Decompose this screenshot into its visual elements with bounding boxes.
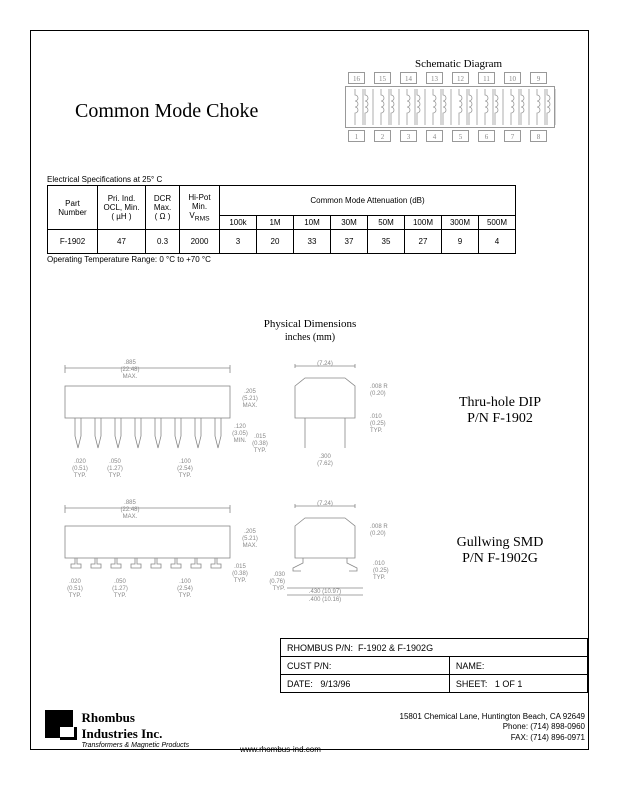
cell-v3: 37 [331,230,368,254]
dim-w: .885(22.48)MAX. [120,360,139,380]
hdr-hipot: Hi-Pot Min. VRMS [180,186,220,230]
dim-p5: .015(0.38)TYP. [252,434,268,454]
hdr-pri: Pri. Ind. OCL, Min. ( µH ) [98,186,146,230]
tb-sheet: SHEET: 1 OF 1 [449,675,587,693]
dim-r: .008 R(0.20) [370,384,388,397]
tb-cust: CUST P/N: [281,657,450,675]
cell-hipot: 2000 [180,230,220,254]
pin-1: 1 [348,130,365,142]
pin-2: 2 [374,130,391,142]
pin-3: 3 [400,130,417,142]
company-name: RhombusIndustries Inc. [82,710,190,742]
hdr-part: Part Number [48,186,98,230]
cell-v6: 9 [442,230,479,254]
pin-13: 13 [426,72,443,84]
cell-pri: 47 [98,230,146,254]
pin-11: 11 [478,72,495,84]
dim-p6: .300(7.62) [317,454,333,467]
tb-name: NAME: [449,657,587,675]
tb-pn: RHOMBUS P/N: F-1902 & F-1902G [281,639,588,657]
gdim-p6: .030(0.76)TYP. [269,572,285,592]
pin-14: 14 [400,72,417,84]
pin-6: 6 [478,130,495,142]
company-address: 15801 Chemical Lane, Huntington Beach, C… [400,712,585,743]
hdr-100m: 100M [405,216,442,230]
cell-v2: 33 [294,230,331,254]
pin-16: 16 [348,72,365,84]
gdim-p7: .010(0.25)TYP. [373,561,389,581]
dim-p2: .050(1.27)TYP. [107,459,123,479]
gdim-p5: .015(0.38)TYP. [232,564,248,584]
logo-area: RhombusIndustries Inc. Transformers & Ma… [45,710,245,749]
gdim-w: .885(22.48)MAX. [120,500,139,520]
tb-date: DATE: 9/13/96 [281,675,450,693]
pin-4: 4 [426,130,443,142]
temp-range: Operating Temperature Range: 0 °C to +70… [47,255,211,264]
gdim-p3: .100(2.54)TYP. [177,579,193,599]
gull-drawing: .885(22.48)MAX. .285(7.24) .205(5.21)MAX… [55,498,375,618]
company-url: www.rhombus-ind.com [240,745,321,754]
pin-15: 15 [374,72,391,84]
pin-7: 7 [504,130,521,142]
cell-v0: 3 [220,230,257,254]
gdim-p8: .430 (10.97).400 (10.16) [309,589,341,603]
titleblock: RHOMBUS P/N: F-1902 & F-1902G CUST P/N: … [280,638,588,693]
cell-v5: 27 [405,230,442,254]
schematic-diagram: 16 15 14 13 12 11 10 9 1 2 3 4 5 6 7 8 [340,72,560,142]
dip-label: Thru-hole DIP P/N F-1902 [430,395,570,427]
phys-dim-sub: inches (mm) [250,332,370,343]
pin-8: 8 [530,130,547,142]
hdr-500m: 500M [479,216,516,230]
schematic-body [345,86,555,128]
hdr-100k: 100k [220,216,257,230]
hdr-1m: 1M [257,216,294,230]
hdr-30m: 30M [331,216,368,230]
dim-w2: .285(7.24) [317,358,333,367]
hdr-10m: 10M [294,216,331,230]
company-tag: Transformers & Magnetic Products [82,742,190,749]
cell-v1: 20 [257,230,294,254]
cell-dcr: 0.3 [146,230,180,254]
hdr-300m: 300M [442,216,479,230]
pin-5: 5 [452,130,469,142]
gdim-h: .205(5.21)MAX. [242,529,258,549]
pin-12: 12 [452,72,469,84]
cell-v4: 35 [368,230,405,254]
phys-dim-title: Physical Dimensions [250,318,370,330]
hdr-50m: 50M [368,216,405,230]
gdim-p1: .020(0.51)TYP. [67,579,83,599]
hdr-dcr: DCR Max. ( Ω ) [146,186,180,230]
gdim-w2: .285(7.24) [317,498,333,507]
page-title: Common Mode Choke [75,100,258,123]
pin-9: 9 [530,72,547,84]
schematic-label: Schematic Diagram [415,58,502,70]
hdr-atten: Common Mode Attenuation (dB) [220,186,516,216]
dip-drawing: .885(22.48)MAX. .285(7.24) .205(5.21)MAX… [55,358,375,478]
cell-part: F-1902 [48,230,98,254]
gdim-p2: .050(1.27)TYP. [112,579,128,599]
dim-h: .205(5.21)MAX. [242,389,258,409]
dim-p4: .120(3.05)MIN. [232,424,248,444]
logo-icon [45,710,73,738]
pin-10: 10 [504,72,521,84]
gull-label: Gullwing SMD P/N F-1902G [430,535,570,567]
gdim-r: .008 R(0.20) [370,524,388,537]
elec-spec-label: Electrical Specifications at 25° C [47,175,162,184]
dim-p1: .020(0.51)TYP. [72,459,88,479]
cell-v7: 4 [479,230,516,254]
dim-p3: .100(2.54)TYP. [177,459,193,479]
spec-table: Part Number Pri. Ind. OCL, Min. ( µH ) D… [47,185,516,254]
dim-p7: .010(0.25)TYP. [370,414,386,434]
